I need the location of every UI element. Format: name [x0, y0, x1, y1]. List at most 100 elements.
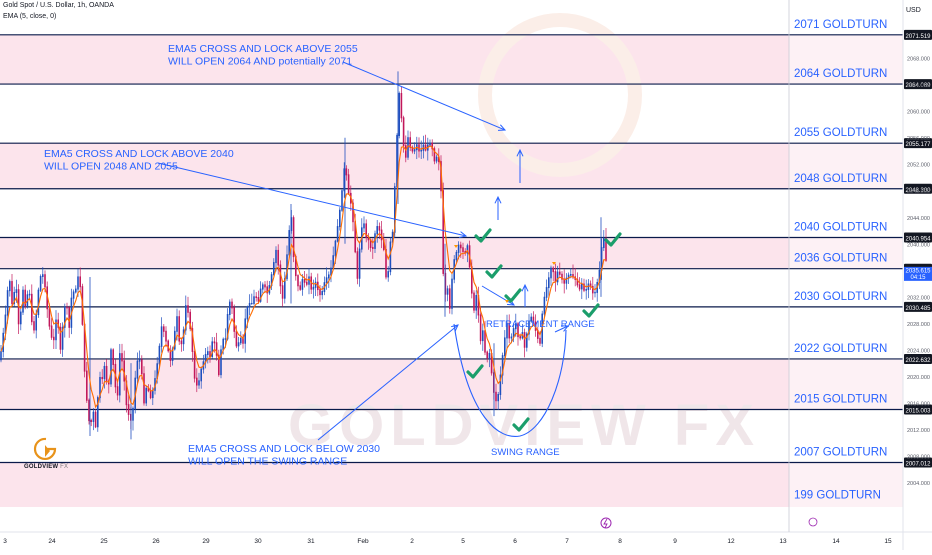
levels-layer: 2071 GOLDTURN 2064 GOLDTURN 2055 GOLDTURN 2… — [0, 19, 903, 502]
level-price-tag — [904, 301, 932, 312]
swing-range-label: SWING RANGE — [491, 447, 560, 458]
candle-body — [479, 314, 482, 342]
candle-body — [484, 330, 486, 353]
arrow-to-2030-head — [451, 324, 459, 332]
candle-body — [292, 217, 295, 258]
x-tick-label: 8 — [618, 538, 622, 545]
logo-sub-text: FX — [60, 464, 69, 470]
x-tick-label: Feb — [357, 538, 369, 545]
y-tick-label: 2040.000 — [907, 242, 930, 248]
arrow-up-retrace-head — [521, 283, 529, 292]
candle-body — [438, 156, 440, 163]
signal-marker-icon — [552, 262, 556, 265]
candle-body — [273, 262, 275, 276]
candle-body — [152, 389, 154, 399]
candle-body — [396, 134, 398, 188]
candle-body — [442, 190, 444, 274]
candle-body — [213, 341, 216, 344]
candle-body — [565, 277, 568, 284]
candle-body — [240, 337, 242, 344]
candle-body — [94, 411, 97, 428]
candle-body — [405, 145, 407, 158]
candle-body — [77, 276, 79, 290]
candle-body — [13, 292, 15, 304]
goldview-logo: GOLDVIEW FX — [24, 437, 74, 477]
candle-body — [24, 289, 26, 307]
level-price-tag — [904, 29, 932, 40]
candle-body — [101, 376, 103, 380]
candle-body — [295, 256, 297, 277]
candle-body — [319, 289, 321, 296]
candle-body — [72, 291, 75, 299]
lightning-icon — [603, 518, 608, 529]
candle-body — [160, 326, 163, 347]
x-tick-label: 25 — [100, 538, 108, 545]
indicator-title[interactable]: EMA (5, close, 0) — [3, 13, 57, 20]
arrow-up-2-head — [516, 148, 524, 157]
candle-body — [451, 278, 453, 309]
candle-body — [464, 251, 466, 254]
candle-body — [594, 291, 596, 294]
candle-body — [42, 274, 44, 277]
candle-body — [532, 316, 535, 323]
candle-body — [15, 289, 18, 294]
candle-body — [383, 239, 385, 251]
check-icon — [485, 264, 503, 279]
watermark-logo-icon — [478, 13, 642, 177]
candle-body — [127, 404, 130, 415]
candle-body — [519, 336, 521, 339]
candle-body — [449, 288, 451, 309]
y-tick-label: 2060.000 — [907, 110, 930, 116]
candle-body — [567, 274, 570, 279]
level-label: 2071 GOLDTURN — [794, 19, 887, 31]
candle-body — [411, 146, 414, 152]
candle-body — [363, 223, 365, 229]
candle-body — [347, 174, 350, 194]
candle-body — [543, 296, 546, 315]
candle-body — [68, 307, 70, 328]
candle-body — [466, 245, 469, 254]
candle-body — [508, 322, 510, 339]
candle-body — [264, 284, 266, 288]
x-tick-label: 30 — [254, 538, 262, 545]
candle-body — [429, 142, 431, 146]
candle-body — [226, 314, 229, 340]
x-tick-label: 24 — [48, 538, 56, 545]
zone-band — [0, 34, 789, 85]
candle-body — [99, 376, 101, 399]
candle-body — [145, 387, 147, 404]
x-tick-label: 6 — [513, 538, 517, 545]
candle-body — [103, 365, 106, 380]
check-icon — [512, 417, 530, 432]
candle-body — [2, 332, 4, 353]
candle-body — [510, 336, 513, 339]
logo-mark-icon — [33, 437, 57, 461]
candle-body — [231, 301, 233, 309]
candle-body — [420, 149, 422, 152]
candle-body — [389, 241, 392, 273]
candle-body — [125, 380, 128, 406]
current-price-tag — [904, 266, 932, 281]
candle-body — [460, 244, 462, 249]
level-price-tag — [904, 183, 932, 194]
level-price-tag — [904, 138, 932, 149]
candle-body — [424, 144, 427, 151]
annotation-text-2055: EMA5 CROSS AND LOCK ABOVE 2055 — [168, 43, 358, 55]
candle-body — [79, 276, 81, 288]
candle-body — [262, 284, 264, 290]
candle-body — [178, 316, 180, 342]
candle-body — [154, 378, 156, 391]
candle-body — [530, 316, 532, 322]
event-lightning-icon — [600, 517, 612, 529]
candle-body — [314, 281, 317, 288]
zone-band-label-area — [789, 358, 903, 410]
check-icon — [582, 303, 600, 318]
candle-body — [537, 329, 539, 339]
candle-body — [605, 237, 607, 261]
candle-body — [187, 305, 189, 313]
candle-body — [277, 249, 279, 266]
arrow-swing-end-head — [560, 325, 570, 332]
candle-body — [284, 278, 286, 299]
candle-body — [158, 345, 161, 365]
